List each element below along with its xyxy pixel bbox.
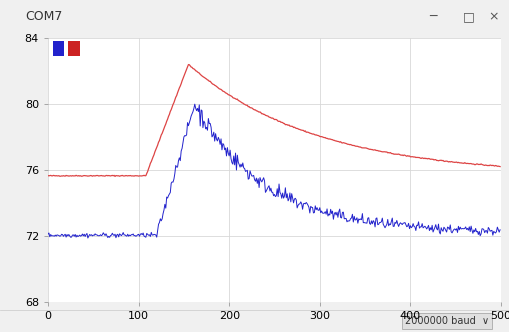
Text: COM7: COM7: [25, 10, 63, 23]
Text: □: □: [462, 10, 474, 23]
FancyBboxPatch shape: [68, 41, 80, 56]
Text: 2000000 baud  ∨: 2000000 baud ∨: [405, 316, 489, 326]
Text: ×: ×: [489, 10, 499, 23]
Text: ─: ─: [429, 10, 436, 23]
FancyBboxPatch shape: [52, 41, 64, 56]
